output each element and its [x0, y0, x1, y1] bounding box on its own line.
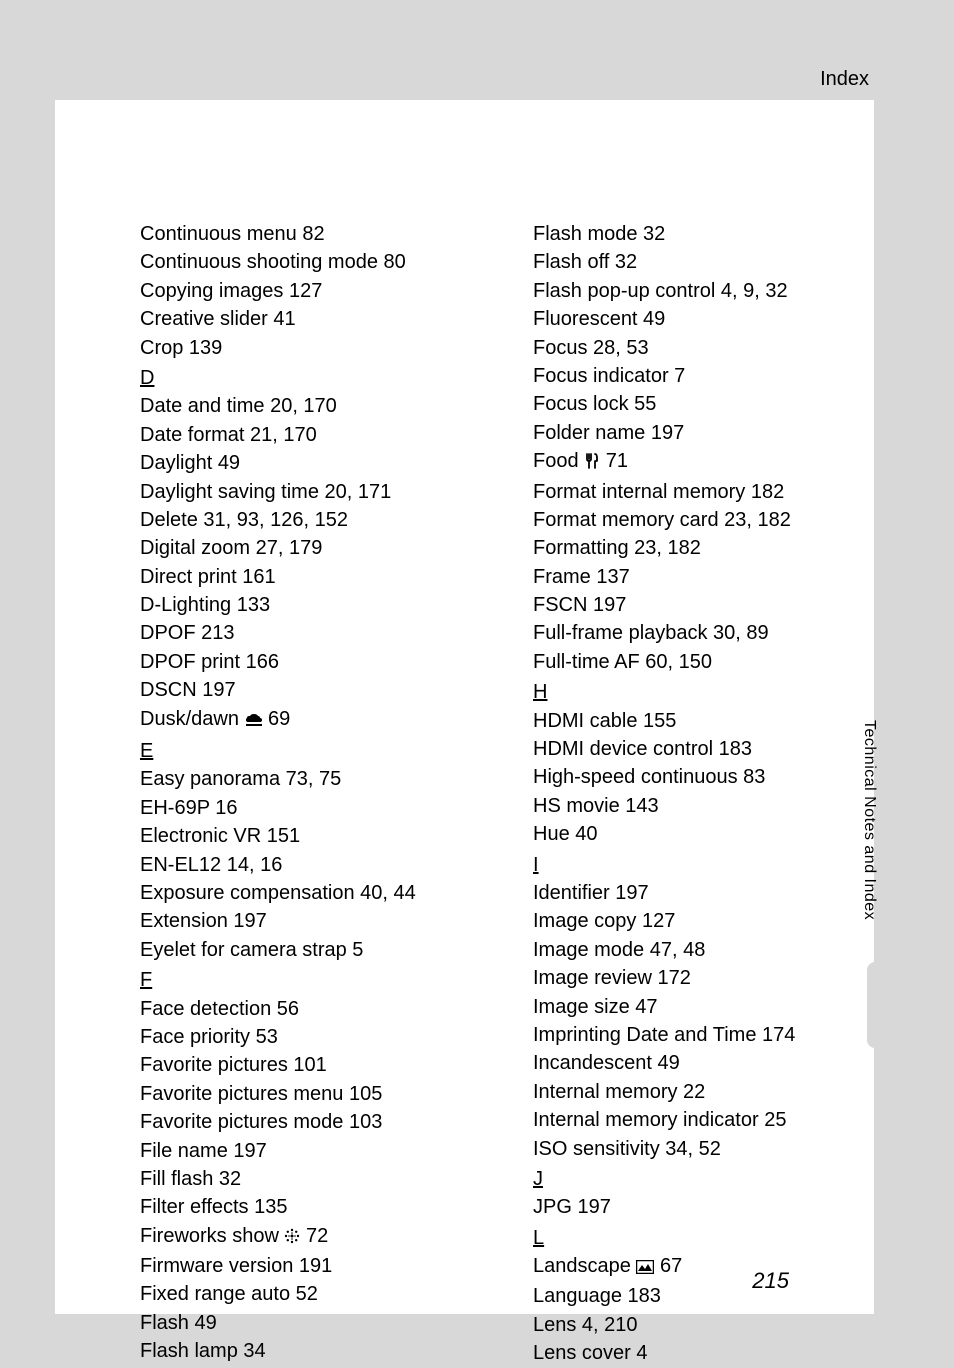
side-tab-block [867, 962, 900, 1048]
index-entry: Frame 137 [533, 563, 926, 591]
index-entry: Favorite pictures mode 103 [140, 1108, 533, 1136]
index-entry-page: 67 [654, 1255, 682, 1277]
index-entry: Daylight 49 [140, 449, 533, 477]
index-entry: EH-69P 16 [140, 794, 533, 822]
index-entry: Face priority 53 [140, 1023, 533, 1051]
index-entry: Face detection 56 [140, 995, 533, 1023]
index-entry: Eyelet for camera strap 5 [140, 936, 533, 964]
index-entry: D-Lighting 133 [140, 591, 533, 619]
index-entry: FSCN 197 [533, 591, 926, 619]
food-icon [584, 449, 600, 477]
index-entry: Continuous shooting mode 80 [140, 248, 533, 276]
index-entry: Formatting 23, 182 [533, 534, 926, 562]
index-entry: DPOF print 166 [140, 648, 533, 676]
index-entry-text: Fireworks show [140, 1225, 284, 1247]
index-entry: JPG 197 [533, 1193, 926, 1221]
index-entry: Exposure compensation 40, 44 [140, 879, 533, 907]
index-entry: Firmware version 191 [140, 1252, 533, 1280]
page-number: 215 [752, 1268, 789, 1294]
index-entry-page: 71 [600, 450, 628, 472]
index-entry: Full-time AF 60, 150 [533, 648, 926, 676]
index-entry: Fireworks show 72 [140, 1222, 533, 1252]
index-entry: Focus lock 55 [533, 390, 926, 418]
index-entry: Fixed range auto 52 [140, 1280, 533, 1308]
index-entry: Flash pop-up control 4, 9, 32 [533, 277, 926, 305]
landscape-icon [636, 1254, 654, 1282]
index-entry: Daylight saving time 20, 171 [140, 478, 533, 506]
index-section-letter: H [533, 678, 926, 706]
index-section-letter: J [533, 1165, 926, 1193]
index-entry: Flash mode 32 [533, 220, 926, 248]
index-entry: DPOF 213 [140, 619, 533, 647]
index-entry: Language 183 [533, 1282, 926, 1310]
index-entry-text: Dusk/dawn [140, 708, 245, 730]
side-tab-label: Technical Notes and Index [860, 720, 878, 960]
header-title: Index [820, 68, 869, 91]
index-entry-page: 69 [263, 708, 291, 730]
index-entry: Easy panorama 73, 75 [140, 765, 533, 793]
index-entry: Incandescent 49 [533, 1049, 926, 1077]
index-entry: Lens cover 4 [533, 1339, 926, 1367]
index-section-letter: F [140, 966, 533, 994]
index-entry: Full-frame playback 30, 89 [533, 619, 926, 647]
index-entry: ISO sensitivity 34, 52 [533, 1135, 926, 1163]
index-entry: Favorite pictures 101 [140, 1051, 533, 1079]
index-section-letter: L [533, 1224, 926, 1252]
index-entry: Direct print 161 [140, 563, 533, 591]
index-column-left: Continuous menu 82Continuous shooting mo… [140, 220, 533, 1368]
index-entry: Favorite pictures menu 105 [140, 1080, 533, 1108]
index-entry: Focus 28, 53 [533, 334, 926, 362]
index-entry: Filter effects 135 [140, 1193, 533, 1221]
index-entry: Flash 49 [140, 1309, 533, 1337]
index-entry: Creative slider 41 [140, 305, 533, 333]
index-section-letter: E [140, 737, 533, 765]
index-entry-text: Landscape [533, 1255, 636, 1277]
index-entry: Dusk/dawn 69 [140, 705, 533, 735]
index-section-letter: D [140, 364, 533, 392]
index-entry: Fill flash 32 [140, 1165, 533, 1193]
index-entry: EN-EL12 14, 16 [140, 851, 533, 879]
index-entry: Copying images 127 [140, 277, 533, 305]
index-entry: Electronic VR 151 [140, 822, 533, 850]
index-entry: Food 71 [533, 447, 926, 477]
index-entry: Landscape 67 [533, 1252, 926, 1282]
index-entry: Folder name 197 [533, 419, 926, 447]
index-columns: Continuous menu 82Continuous shooting mo… [140, 220, 930, 1368]
index-entry: Format internal memory 182 [533, 478, 926, 506]
index-entry-page: 72 [300, 1225, 328, 1247]
index-entry: Fluorescent 49 [533, 305, 926, 333]
index-entry: Format memory card 23, 182 [533, 506, 926, 534]
index-entry: Delete 31, 93, 126, 152 [140, 506, 533, 534]
index-entry: Focus indicator 7 [533, 362, 926, 390]
index-entry: Digital zoom 27, 179 [140, 534, 533, 562]
page-body: Continuous menu 82Continuous shooting mo… [55, 100, 874, 1314]
index-entry: Internal memory indicator 25 [533, 1106, 926, 1134]
dusk-icon [245, 707, 263, 735]
index-entry: Extension 197 [140, 907, 533, 935]
index-entry-text: Food [533, 450, 584, 472]
index-entry: Date and time 20, 170 [140, 392, 533, 420]
index-entry: Flash lamp 34 [140, 1337, 533, 1365]
index-entry: Lens 4, 210 [533, 1311, 926, 1339]
index-entry: Continuous menu 82 [140, 220, 533, 248]
fireworks-icon [284, 1224, 300, 1252]
index-entry: File name 197 [140, 1137, 533, 1165]
index-entry: Date format 21, 170 [140, 421, 533, 449]
index-entry: DSCN 197 [140, 676, 533, 704]
index-entry: Internal memory 22 [533, 1078, 926, 1106]
index-entry: Crop 139 [140, 334, 533, 362]
index-entry: Flash off 32 [533, 248, 926, 276]
